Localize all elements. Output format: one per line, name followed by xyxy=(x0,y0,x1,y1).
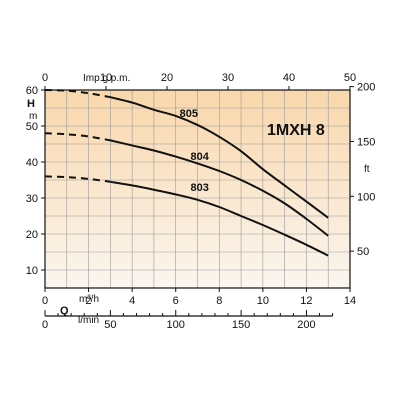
right-tick-label: 50 xyxy=(357,246,369,258)
x-tick-label: 14 xyxy=(344,295,356,307)
series-label-805: 805 xyxy=(180,108,198,120)
lmin-tick-label: 50 xyxy=(104,319,116,331)
top-tick-label: 50 xyxy=(344,72,356,84)
y-tick-label: 50 xyxy=(26,121,38,133)
series-label-804: 804 xyxy=(190,151,209,163)
lmin-tick-label: 0 xyxy=(42,319,48,331)
x-tick-label: 8 xyxy=(216,295,222,307)
y-tick-label: 10 xyxy=(26,265,38,277)
axis-ticks xyxy=(41,86,354,292)
curve-803-solid xyxy=(110,180,329,257)
top-tick-label: 20 xyxy=(161,72,173,84)
x-tick-label: 12 xyxy=(300,295,312,307)
chart-title: 1MXH 8 xyxy=(267,122,325,139)
top-axis-label: Imp g.p.m. xyxy=(83,73,130,84)
y-axis-label: m xyxy=(29,111,37,122)
series-label-803: 803 xyxy=(190,182,208,194)
y-tick-label: 20 xyxy=(26,229,38,241)
bottom-axis-label: l/min xyxy=(78,315,99,326)
x-axis-label: m³/h xyxy=(79,294,99,305)
lmin-tick-label: 200 xyxy=(297,319,315,331)
top-tick-label: 0 xyxy=(42,72,48,84)
lmin-scale: 0 50 100 150 200 xyxy=(42,310,334,331)
x-tick-label: 6 xyxy=(173,295,179,307)
right-tick-label: 100 xyxy=(357,191,375,203)
right-axis-label: ft xyxy=(364,164,370,175)
plot-frame xyxy=(44,89,351,289)
top-tick-label: 10 xyxy=(100,72,112,84)
x-axis-symbol: Q xyxy=(60,305,69,317)
y-tick-label: 40 xyxy=(26,157,38,169)
lmin-tick-label: 100 xyxy=(167,319,185,331)
lmin-tick-label: 150 xyxy=(232,319,250,331)
y-tick-label: 30 xyxy=(26,193,38,205)
top-tick-label: 40 xyxy=(283,72,295,84)
x-tick-label: 2 xyxy=(86,295,92,307)
pump-curves: 805 804 803 xyxy=(44,89,329,257)
curve-804-solid xyxy=(110,139,329,237)
y-axis-symbol: H xyxy=(27,98,35,110)
top-tick-label: 30 xyxy=(222,72,234,84)
x-tick-label: 10 xyxy=(257,295,269,307)
x-tick-label: 4 xyxy=(129,295,135,307)
tick-labels: 10 20 30 40 50 60 0 2 4 6 8 10 12 14 0 10 20 30 40 50 50 100 1… xyxy=(26,72,376,307)
right-tick-label: 200 xyxy=(357,82,375,94)
x-tick-label: 0 xyxy=(42,295,48,307)
y-tick-label: 60 xyxy=(26,85,38,97)
right-tick-label: 150 xyxy=(357,136,375,148)
curve-805-solid xyxy=(110,96,329,219)
